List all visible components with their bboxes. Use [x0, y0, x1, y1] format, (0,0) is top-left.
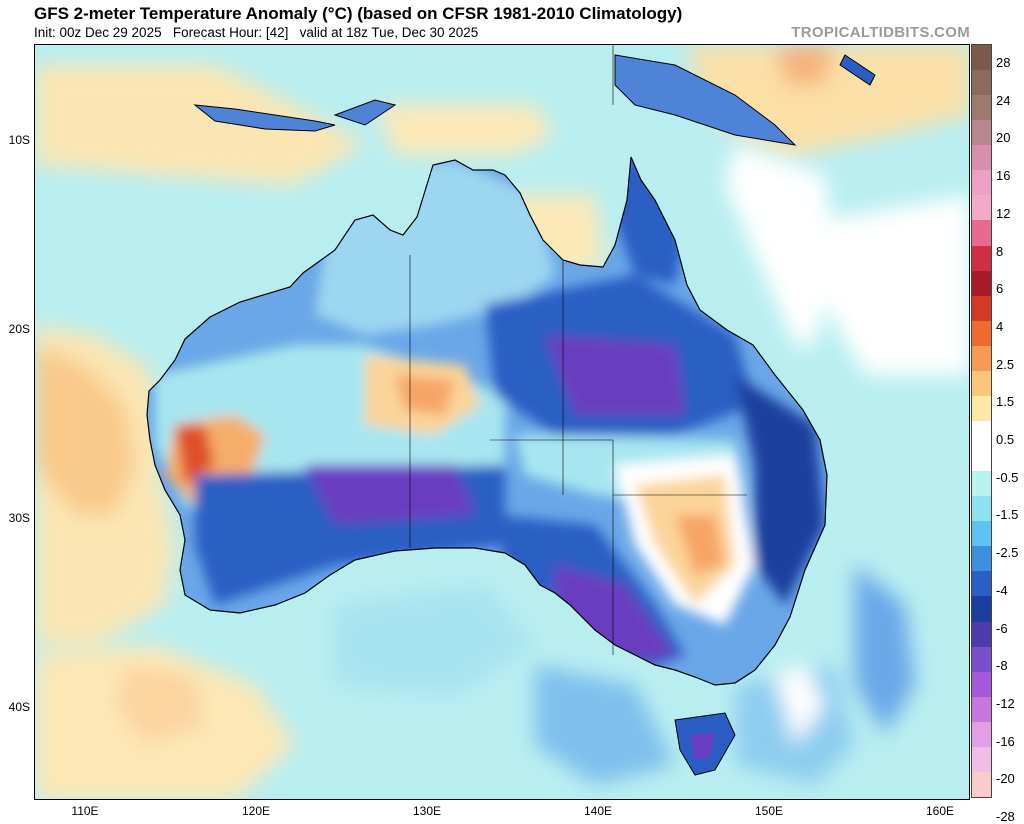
indonesian-islands — [193, 104, 336, 132]
colorbar-label: -2.5 — [996, 545, 1019, 561]
colorbar-label: 6 — [996, 281, 1004, 297]
longitude-label: 150E — [754, 804, 784, 818]
colorbar-swatch — [972, 696, 991, 723]
longitude-label: 140E — [583, 804, 613, 818]
colorbar-swatch — [972, 295, 991, 322]
colorbar-swatch — [972, 746, 991, 773]
colorbar-swatch — [972, 370, 991, 397]
colorbar-swatch — [972, 95, 991, 121]
latitude-label: 30S — [8, 511, 30, 525]
colorbar-swatch — [972, 446, 991, 472]
state-borders — [409, 45, 747, 655]
colorbar-swatch — [972, 70, 991, 96]
longitude-label: 120E — [241, 804, 271, 818]
colorbar-label: -28 — [996, 809, 1015, 824]
map-canvas — [35, 45, 969, 799]
colorbar-swatch — [972, 596, 991, 623]
colorbar-swatch — [972, 395, 991, 422]
solomon-islands — [839, 54, 876, 86]
colorbar-label: -8 — [996, 658, 1008, 674]
colorbar-swatch — [972, 646, 991, 673]
latitude-label: 10S — [8, 133, 30, 147]
map-title: GFS 2-meter Temperature Anomaly (°C) (ba… — [34, 4, 683, 23]
colorbar-swatch — [972, 721, 991, 748]
colorbar-label: 2.5 — [996, 356, 1015, 372]
colorbar-swatch — [972, 771, 991, 798]
colorbar-swatch — [972, 471, 991, 497]
colorbar-label: -6 — [996, 620, 1008, 636]
colorbar-label: -4 — [996, 582, 1008, 598]
longitude-label: 110E — [71, 804, 99, 818]
ocean-anomaly-patches — [35, 45, 969, 799]
colorbar-swatch — [972, 45, 991, 71]
colorbar-label: 4 — [996, 318, 1004, 334]
colorbar-swatch — [972, 145, 991, 171]
colorbar-swatch — [972, 195, 991, 221]
timor-island — [333, 99, 397, 126]
colorbar-label: 1.5 — [996, 394, 1015, 410]
longitude-label: 130E — [412, 804, 442, 818]
colorbar-label: -16 — [996, 733, 1015, 749]
colorbar-swatch — [972, 496, 991, 522]
colorbar-label: 16 — [996, 168, 1011, 184]
colorbar-label: -12 — [996, 695, 1015, 711]
colorbar-label: -0.5 — [996, 469, 1019, 485]
colorbar-label: 0.5 — [996, 432, 1015, 447]
colorbar-swatch — [972, 220, 991, 247]
longitude-label: 160E — [925, 804, 955, 818]
colorbar-swatch — [972, 345, 991, 372]
colorbar-label: 12 — [996, 205, 1011, 221]
latitude-label: 40S — [8, 700, 30, 714]
colorbar-label: -20 — [996, 771, 1015, 787]
colorbar-label: 24 — [996, 92, 1011, 108]
colorbar-swatch — [972, 320, 991, 347]
colorbar-swatch — [972, 421, 991, 447]
new-guinea — [614, 54, 797, 146]
source-watermark: TROPICALTIDBITS.COM — [791, 24, 970, 41]
colorbar-swatch — [972, 245, 991, 272]
colorbar-swatch — [972, 671, 991, 698]
colorbar-swatch — [972, 170, 991, 196]
tasmania-anomaly — [690, 733, 715, 760]
colorbar-label: 8 — [996, 243, 1004, 259]
colorbar-swatch — [972, 270, 991, 297]
colorbar-label: -1.5 — [996, 507, 1019, 523]
anomaly-map — [34, 44, 970, 800]
colorbar-swatch — [972, 546, 991, 572]
colorbar-swatch — [972, 621, 991, 648]
colorbar-swatch — [972, 571, 991, 597]
colorbar-label: 20 — [996, 130, 1011, 146]
forecast-info: Init: 00z Dec 29 2025 Forecast Hour: [42… — [34, 25, 479, 40]
latitude-label: 20S — [8, 322, 30, 336]
colorbar-legend — [971, 44, 992, 798]
colorbar-swatch — [972, 120, 991, 146]
australia-coastline — [146, 156, 828, 686]
colorbar-swatch — [972, 521, 991, 547]
colorbar-label: 28 — [996, 55, 1011, 70]
